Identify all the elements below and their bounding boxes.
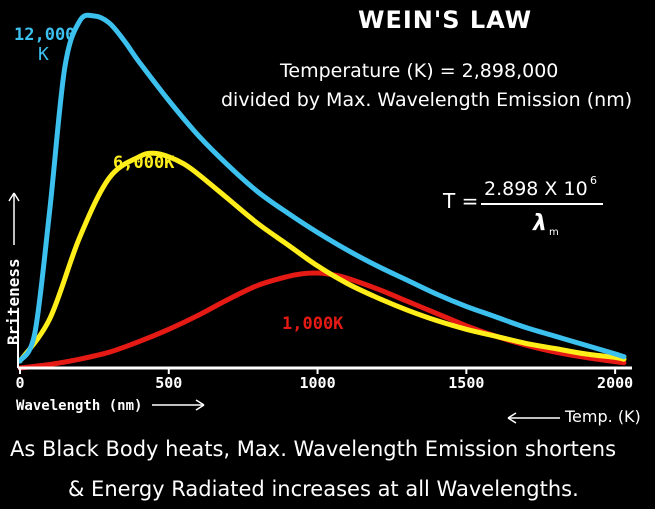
caption-line-1: As Black Body heats, Max. Wavelength Emi… bbox=[10, 437, 617, 461]
temp-axis-arrow-head bbox=[507, 412, 517, 424]
plot-area: 0 500 1000 1500 2000 Wavelength (nm) Briteness… bbox=[4, 12, 633, 424]
y-axis-arrow-head bbox=[8, 192, 20, 202]
x-tick-label: 1500 bbox=[448, 374, 484, 392]
equation-numerator: 2.898 X 10 bbox=[484, 178, 588, 200]
formula-line-1: Temperature (K) = 2,898,000 bbox=[280, 60, 559, 82]
equation-lambda: λ bbox=[532, 211, 547, 236]
series-label-12000k-unit: K bbox=[38, 44, 49, 65]
series-label-12000k: 12,000 bbox=[14, 25, 75, 45]
x-tick-label: 0 bbox=[15, 374, 24, 392]
temp-axis-label: Temp. (K) bbox=[565, 407, 641, 426]
chart-title: WEIN'S LAW bbox=[358, 6, 533, 34]
series-line-6000k bbox=[17, 150, 627, 364]
equation-lhs: T = bbox=[442, 189, 478, 213]
series-label-6000k: 6,000K bbox=[113, 153, 175, 173]
y-axis-label: Briteness bbox=[4, 258, 23, 345]
series-line-12000k bbox=[17, 12, 627, 364]
x-axis-arrow-head bbox=[195, 399, 205, 411]
series-label-1000k: 1,000K bbox=[282, 314, 344, 334]
equation-lambda-subscript: m bbox=[549, 227, 559, 238]
x-axis-label: Wavelength (nm) bbox=[16, 398, 142, 414]
x-tick-label: 2000 bbox=[597, 374, 633, 392]
x-tick-label: 1000 bbox=[299, 374, 335, 392]
x-tick-label: 500 bbox=[155, 374, 182, 392]
caption-line-2: & Energy Radiated increases at all Wavel… bbox=[68, 477, 579, 501]
equation-exponent: 6 bbox=[590, 174, 597, 187]
formula-line-2: divided by Max. Wavelength Emission (nm) bbox=[221, 89, 633, 111]
